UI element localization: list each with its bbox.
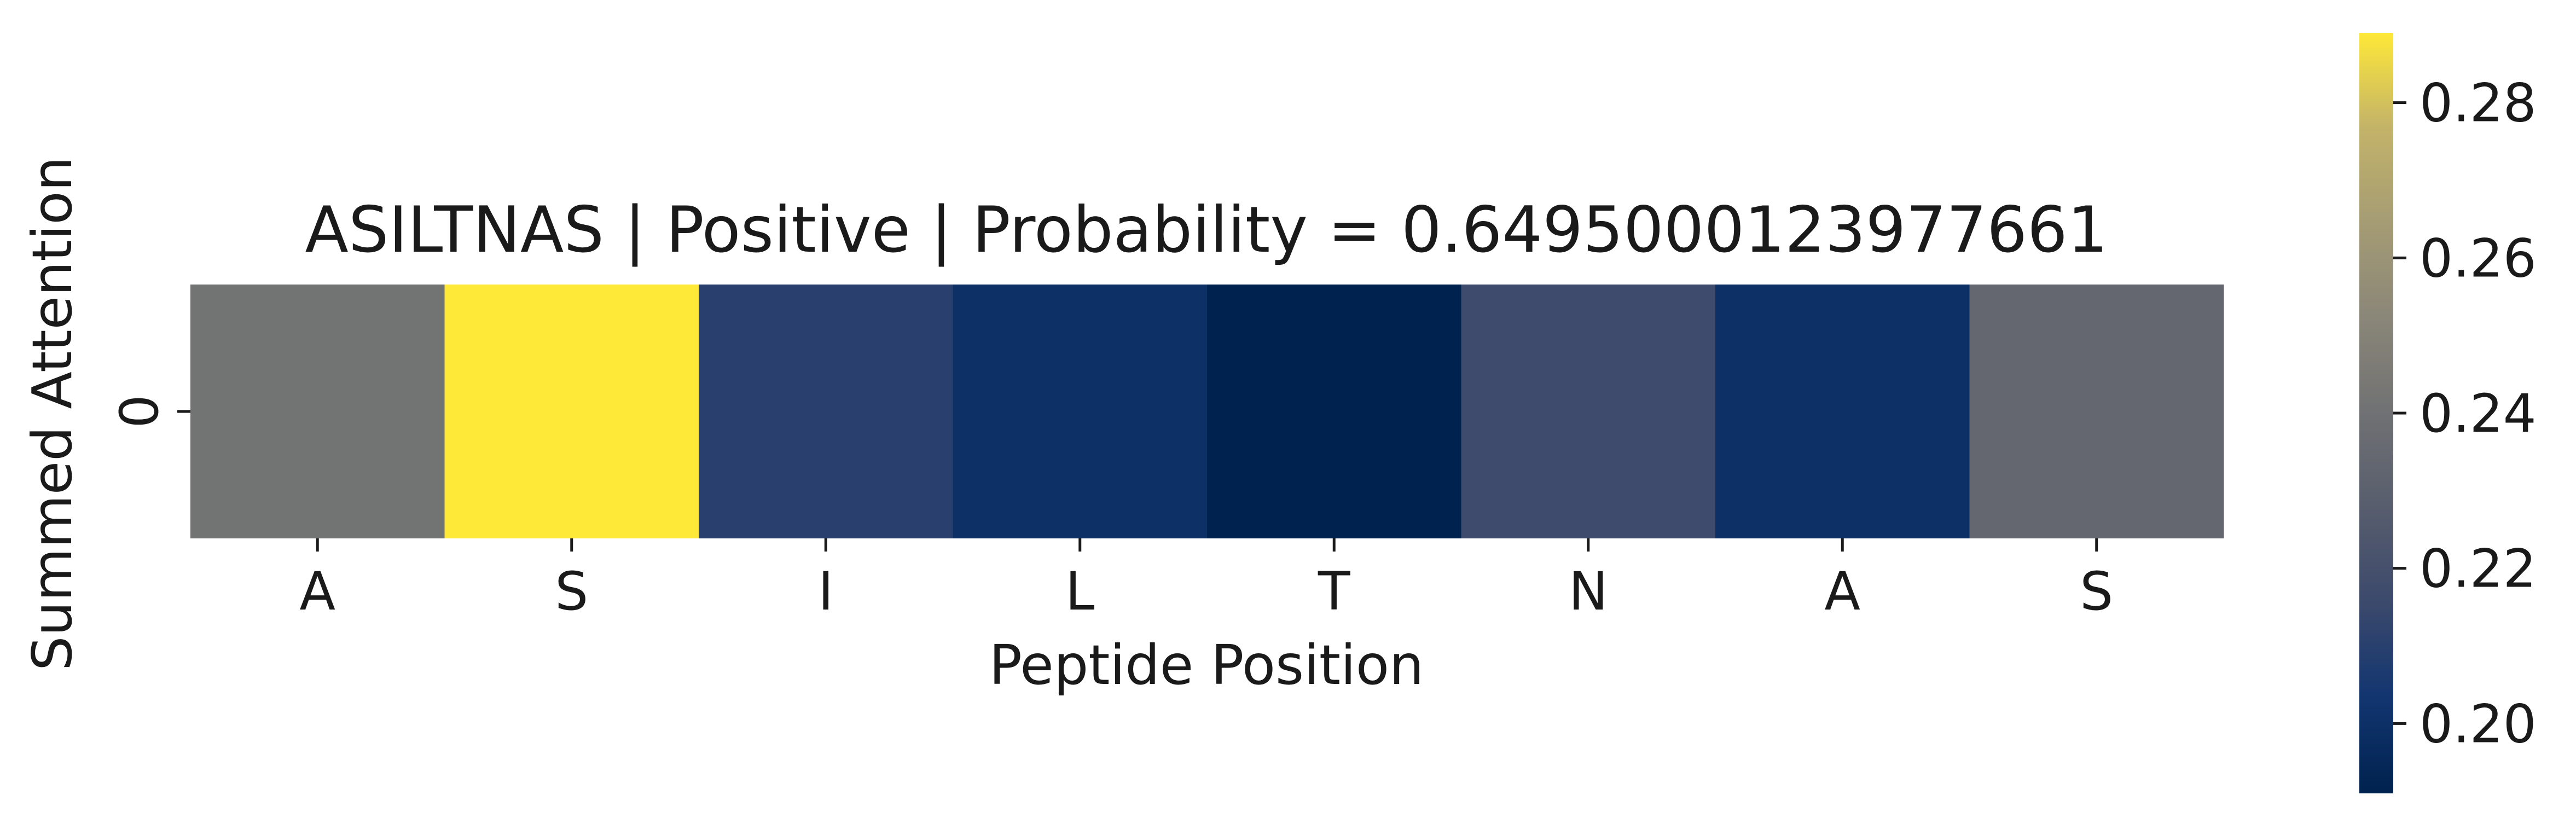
x-tick-label: A xyxy=(299,561,335,622)
colorbar: 0.20 0.22 0.24 0.26 0.28 xyxy=(2359,33,2537,793)
heatmap-cell xyxy=(1969,285,2224,538)
heatmap-cells xyxy=(190,285,2224,538)
heatmap-cell xyxy=(699,285,953,538)
chart-title: ASILTNAS | Positive | Probability = 0.64… xyxy=(305,193,2108,267)
x-tick-label: S xyxy=(2080,561,2113,622)
x-tick-label: S xyxy=(555,561,588,622)
heatmap-cell xyxy=(1715,285,1970,538)
x-axis-label: Peptide Position xyxy=(989,633,1424,697)
heatmap-cell xyxy=(1207,285,1461,538)
colorbar-tick-label: 0.28 xyxy=(2420,73,2537,134)
colorbar-tick-label: 0.24 xyxy=(2420,383,2537,444)
colorbar-gradient xyxy=(2359,33,2393,793)
y-tick-label: 0 xyxy=(109,394,170,428)
heatmap-cell xyxy=(953,285,1208,538)
x-tick-label: L xyxy=(1065,561,1094,622)
heatmap-cell xyxy=(1461,285,1716,538)
heatmap-cell xyxy=(190,285,445,538)
x-tick-label: I xyxy=(818,561,833,622)
colorbar-ticks: 0.20 0.22 0.24 0.26 0.28 xyxy=(2393,73,2537,755)
colorbar-tick-label: 0.22 xyxy=(2420,538,2537,600)
x-tick-label: A xyxy=(1824,561,1860,622)
y-axis-ticks: 0 xyxy=(109,394,190,428)
x-tick-label: T xyxy=(1318,561,1350,622)
colorbar-tick-label: 0.20 xyxy=(2420,693,2537,755)
colorbar-tick-label: 0.26 xyxy=(2420,228,2537,289)
y-axis-label: Summed Attention xyxy=(20,156,84,671)
heatmap-cell xyxy=(444,285,699,538)
x-tick-label: N xyxy=(1569,561,1608,622)
